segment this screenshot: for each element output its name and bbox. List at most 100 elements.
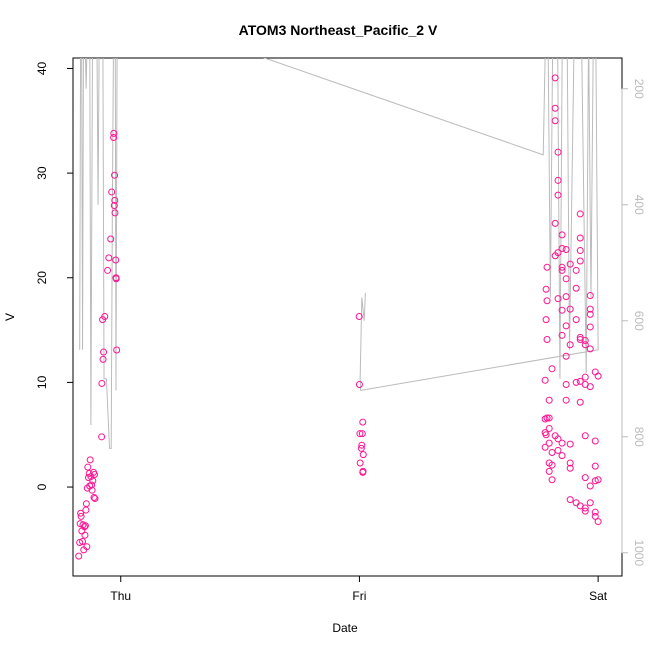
x-tick-label: Sat <box>589 589 608 603</box>
point <box>99 355 107 363</box>
point <box>358 441 366 449</box>
plot-area <box>75 58 602 560</box>
point <box>581 341 589 349</box>
point <box>591 508 599 516</box>
point <box>542 285 550 293</box>
point <box>551 117 559 125</box>
point <box>75 552 83 560</box>
point <box>566 459 574 467</box>
y-tick-label: 0 <box>35 483 49 490</box>
point <box>545 414 553 422</box>
point <box>542 431 550 439</box>
point <box>594 476 602 484</box>
point <box>113 346 121 354</box>
point <box>104 266 112 274</box>
point <box>98 433 106 441</box>
point <box>355 380 363 388</box>
point <box>554 191 562 199</box>
point <box>105 254 113 262</box>
point <box>79 537 87 545</box>
point <box>581 373 589 381</box>
point <box>594 518 602 526</box>
y-tick-label: 40 <box>35 61 49 75</box>
point <box>101 312 109 320</box>
point <box>572 284 580 292</box>
point <box>576 377 584 385</box>
point <box>355 312 363 320</box>
point <box>551 219 559 227</box>
point <box>576 247 584 255</box>
point <box>566 496 574 504</box>
point <box>110 134 118 142</box>
point <box>558 244 566 252</box>
point <box>558 266 566 274</box>
point <box>545 424 553 432</box>
point <box>562 322 570 330</box>
y2-tick-label: 1000 <box>632 539 646 566</box>
point <box>543 263 551 271</box>
point <box>586 323 594 331</box>
y-tick-label: 30 <box>35 166 49 180</box>
point <box>572 266 580 274</box>
y-tick-label: 20 <box>35 271 49 285</box>
point <box>591 462 599 470</box>
point <box>586 345 594 353</box>
x-axis-label: Date <box>332 621 358 635</box>
point <box>83 543 91 551</box>
point <box>576 335 584 343</box>
point <box>112 256 120 264</box>
point <box>543 297 551 305</box>
point <box>576 234 584 242</box>
point <box>576 398 584 406</box>
point <box>89 477 97 485</box>
point <box>554 176 562 184</box>
point <box>356 459 364 467</box>
point <box>591 437 599 445</box>
point <box>88 481 96 489</box>
point <box>111 209 119 217</box>
point <box>566 341 574 349</box>
point <box>558 263 566 271</box>
point <box>576 257 584 265</box>
point <box>81 531 89 539</box>
point <box>548 365 556 373</box>
point <box>359 451 367 459</box>
x-tick-label: Fri <box>352 589 366 603</box>
point <box>77 512 85 520</box>
point <box>562 293 570 301</box>
point <box>566 260 574 268</box>
point <box>586 482 594 490</box>
point <box>581 507 589 515</box>
point <box>77 509 85 517</box>
point <box>111 196 119 204</box>
point <box>108 188 116 196</box>
point <box>558 452 566 460</box>
point <box>91 495 99 503</box>
point <box>586 292 594 300</box>
point <box>110 202 118 210</box>
point <box>562 380 570 388</box>
point <box>548 461 556 469</box>
y2-tick-label: 200 <box>632 79 646 99</box>
point <box>562 352 570 360</box>
point <box>81 522 89 530</box>
point <box>554 295 562 303</box>
point <box>545 467 553 475</box>
point <box>558 331 566 339</box>
point <box>551 104 559 112</box>
point <box>594 372 602 380</box>
point <box>90 470 98 478</box>
point <box>543 335 551 343</box>
point <box>554 148 562 156</box>
point <box>558 306 566 314</box>
point <box>88 486 96 494</box>
point <box>110 129 118 137</box>
point <box>581 432 589 440</box>
point <box>358 430 366 438</box>
point <box>554 446 562 454</box>
point <box>562 275 570 283</box>
point <box>356 430 364 438</box>
point <box>359 418 367 426</box>
point <box>572 316 580 324</box>
